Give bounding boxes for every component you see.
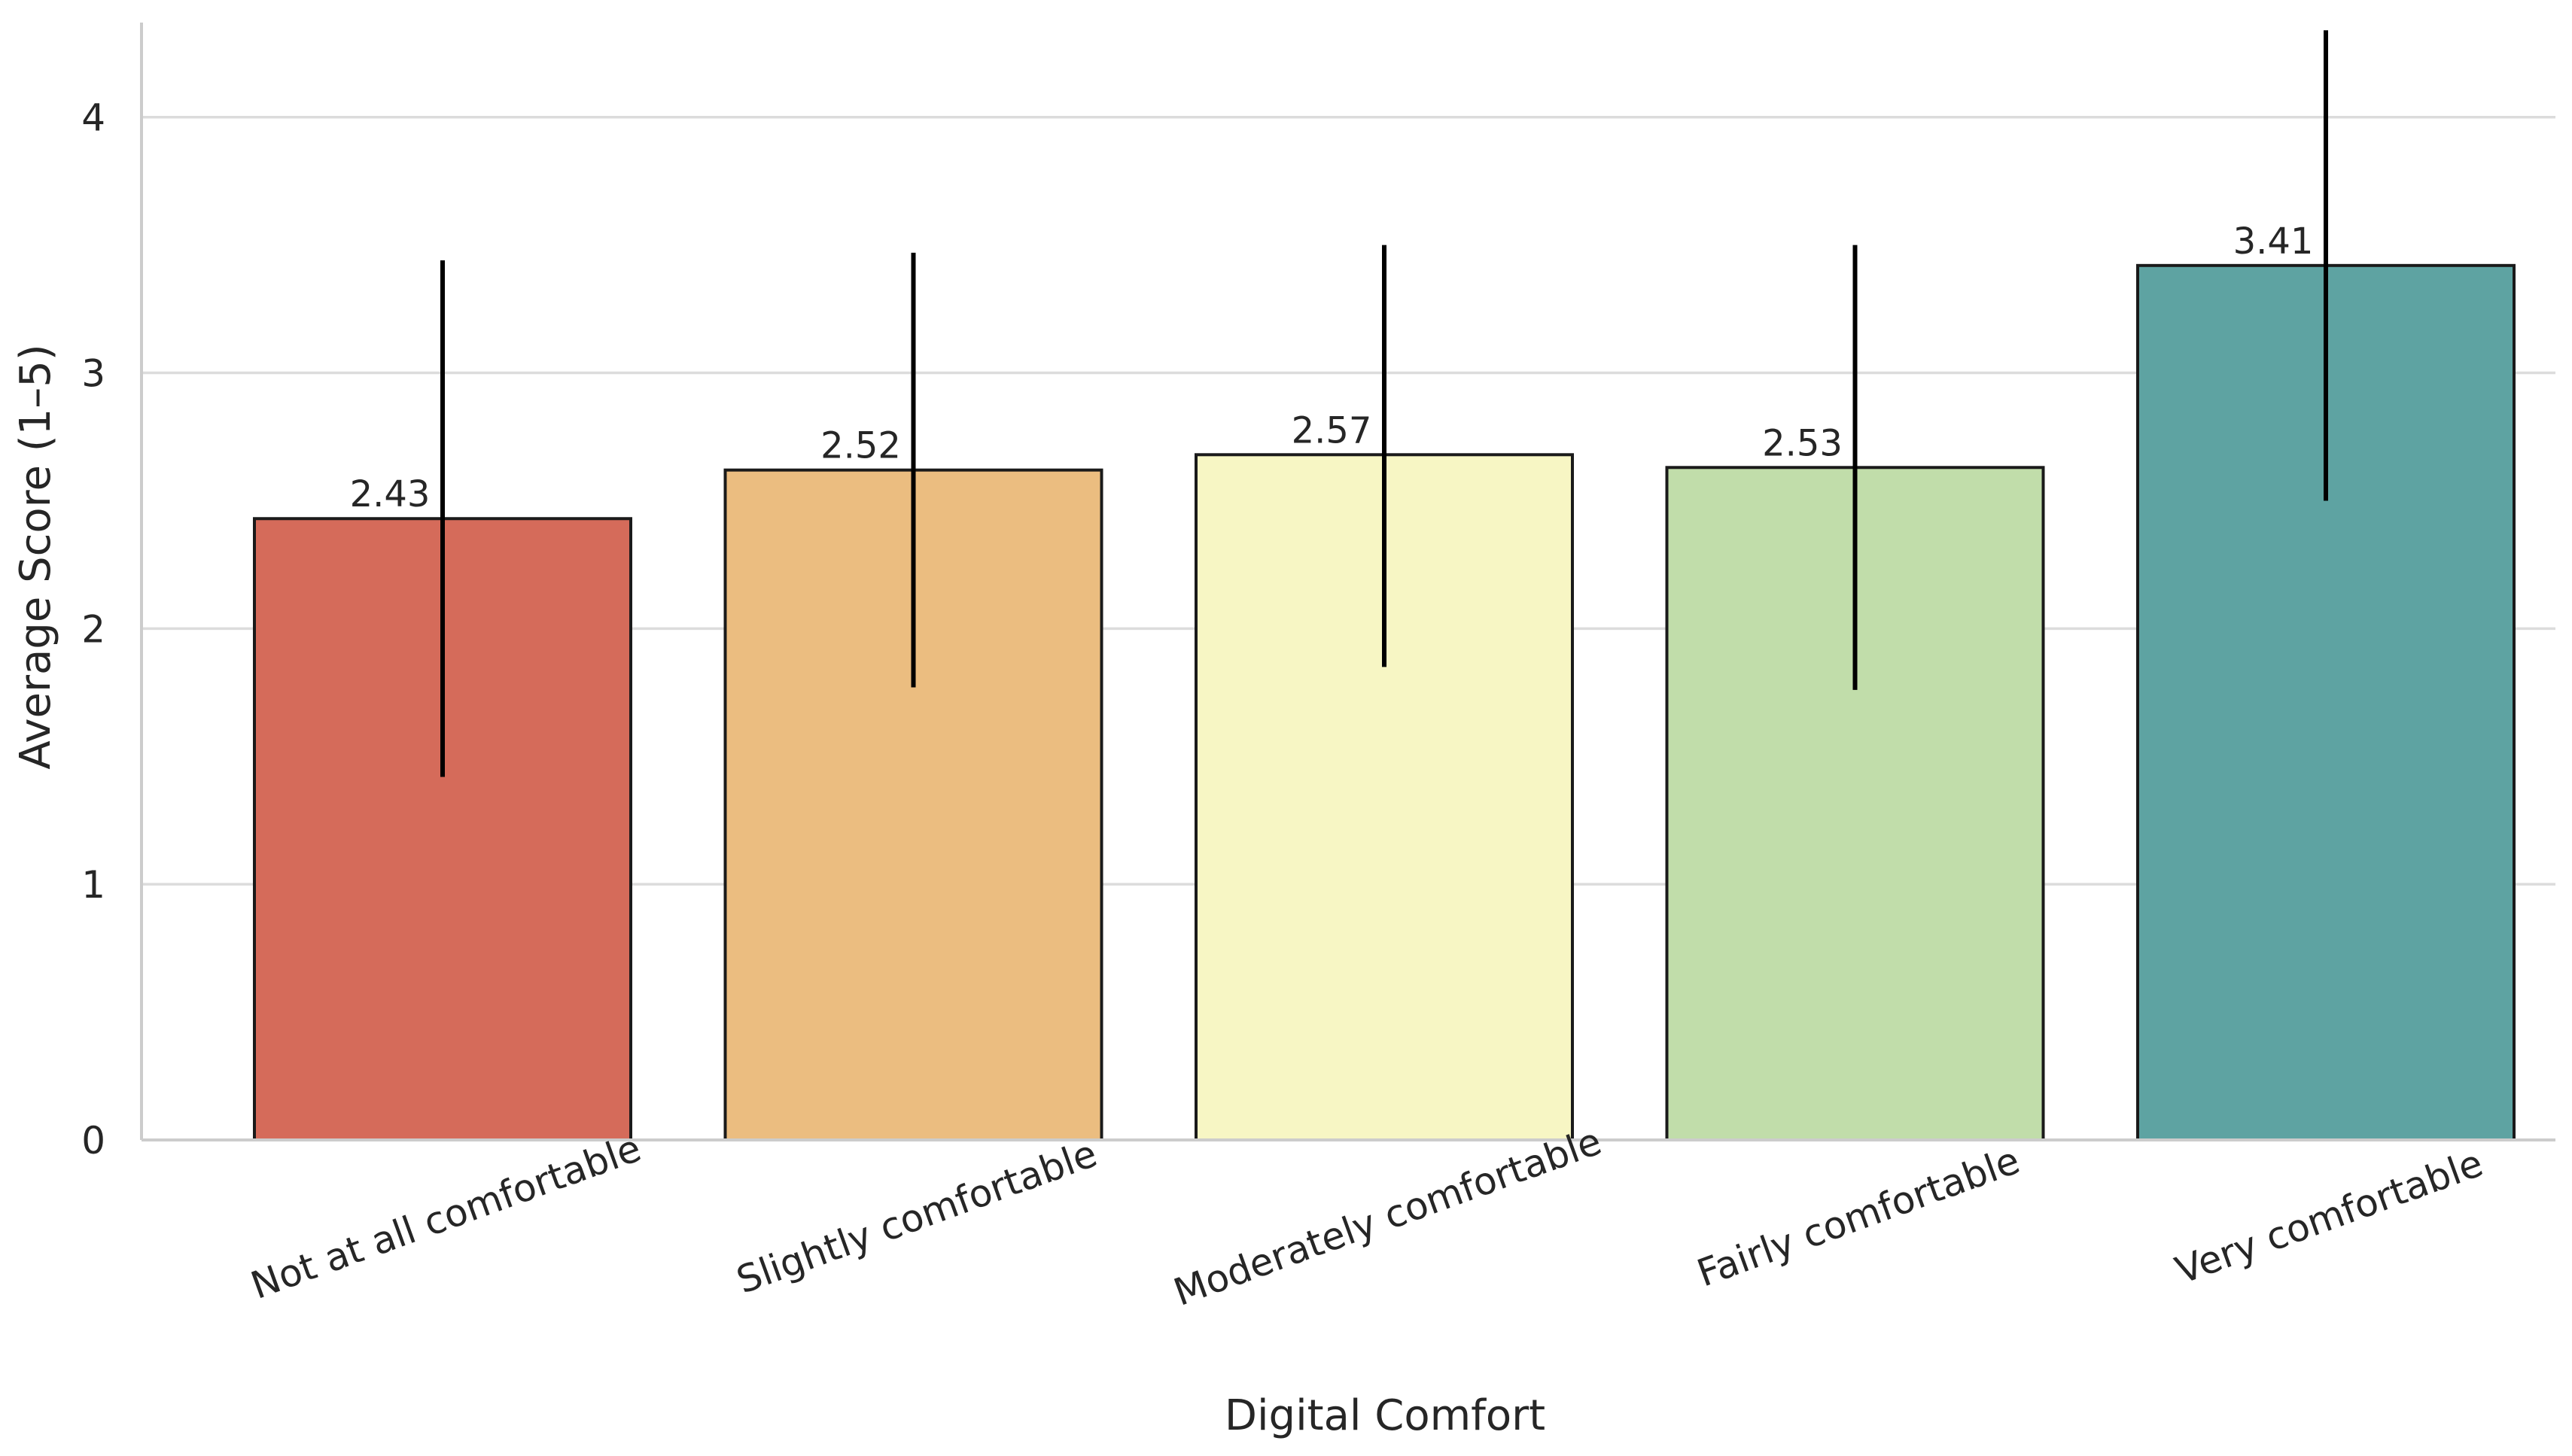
- x-tick-label: Slightly comfortable: [731, 1132, 1103, 1302]
- x-axis-label: Digital Comfort: [1225, 1391, 1545, 1440]
- y-tick-label: 1: [81, 863, 105, 907]
- y-tick-label: 3: [81, 352, 105, 396]
- value-label-1: 2.43: [350, 473, 431, 515]
- x-tick-label: Fairly comfortable: [1691, 1138, 2025, 1296]
- value-label-4: 2.53: [1762, 422, 1843, 464]
- x-tick-label: Moderately comfortable: [1168, 1119, 1607, 1314]
- axes: [140, 23, 2555, 1141]
- x-tick-label: Very comfortable: [2170, 1141, 2488, 1293]
- y-tick-label: 0: [81, 1119, 105, 1163]
- value-label-3: 2.57: [1292, 409, 1372, 451]
- x-tick-label: Not at all comfortable: [245, 1126, 647, 1308]
- y-tick-label: 4: [81, 96, 105, 140]
- error-bars: [440, 30, 2328, 777]
- y-tick-label: 2: [81, 607, 105, 651]
- y-axis-label: Average Score (1–5): [11, 344, 60, 769]
- value-label-5: 3.41: [2233, 220, 2314, 263]
- value-label-2: 2.52: [820, 425, 901, 467]
